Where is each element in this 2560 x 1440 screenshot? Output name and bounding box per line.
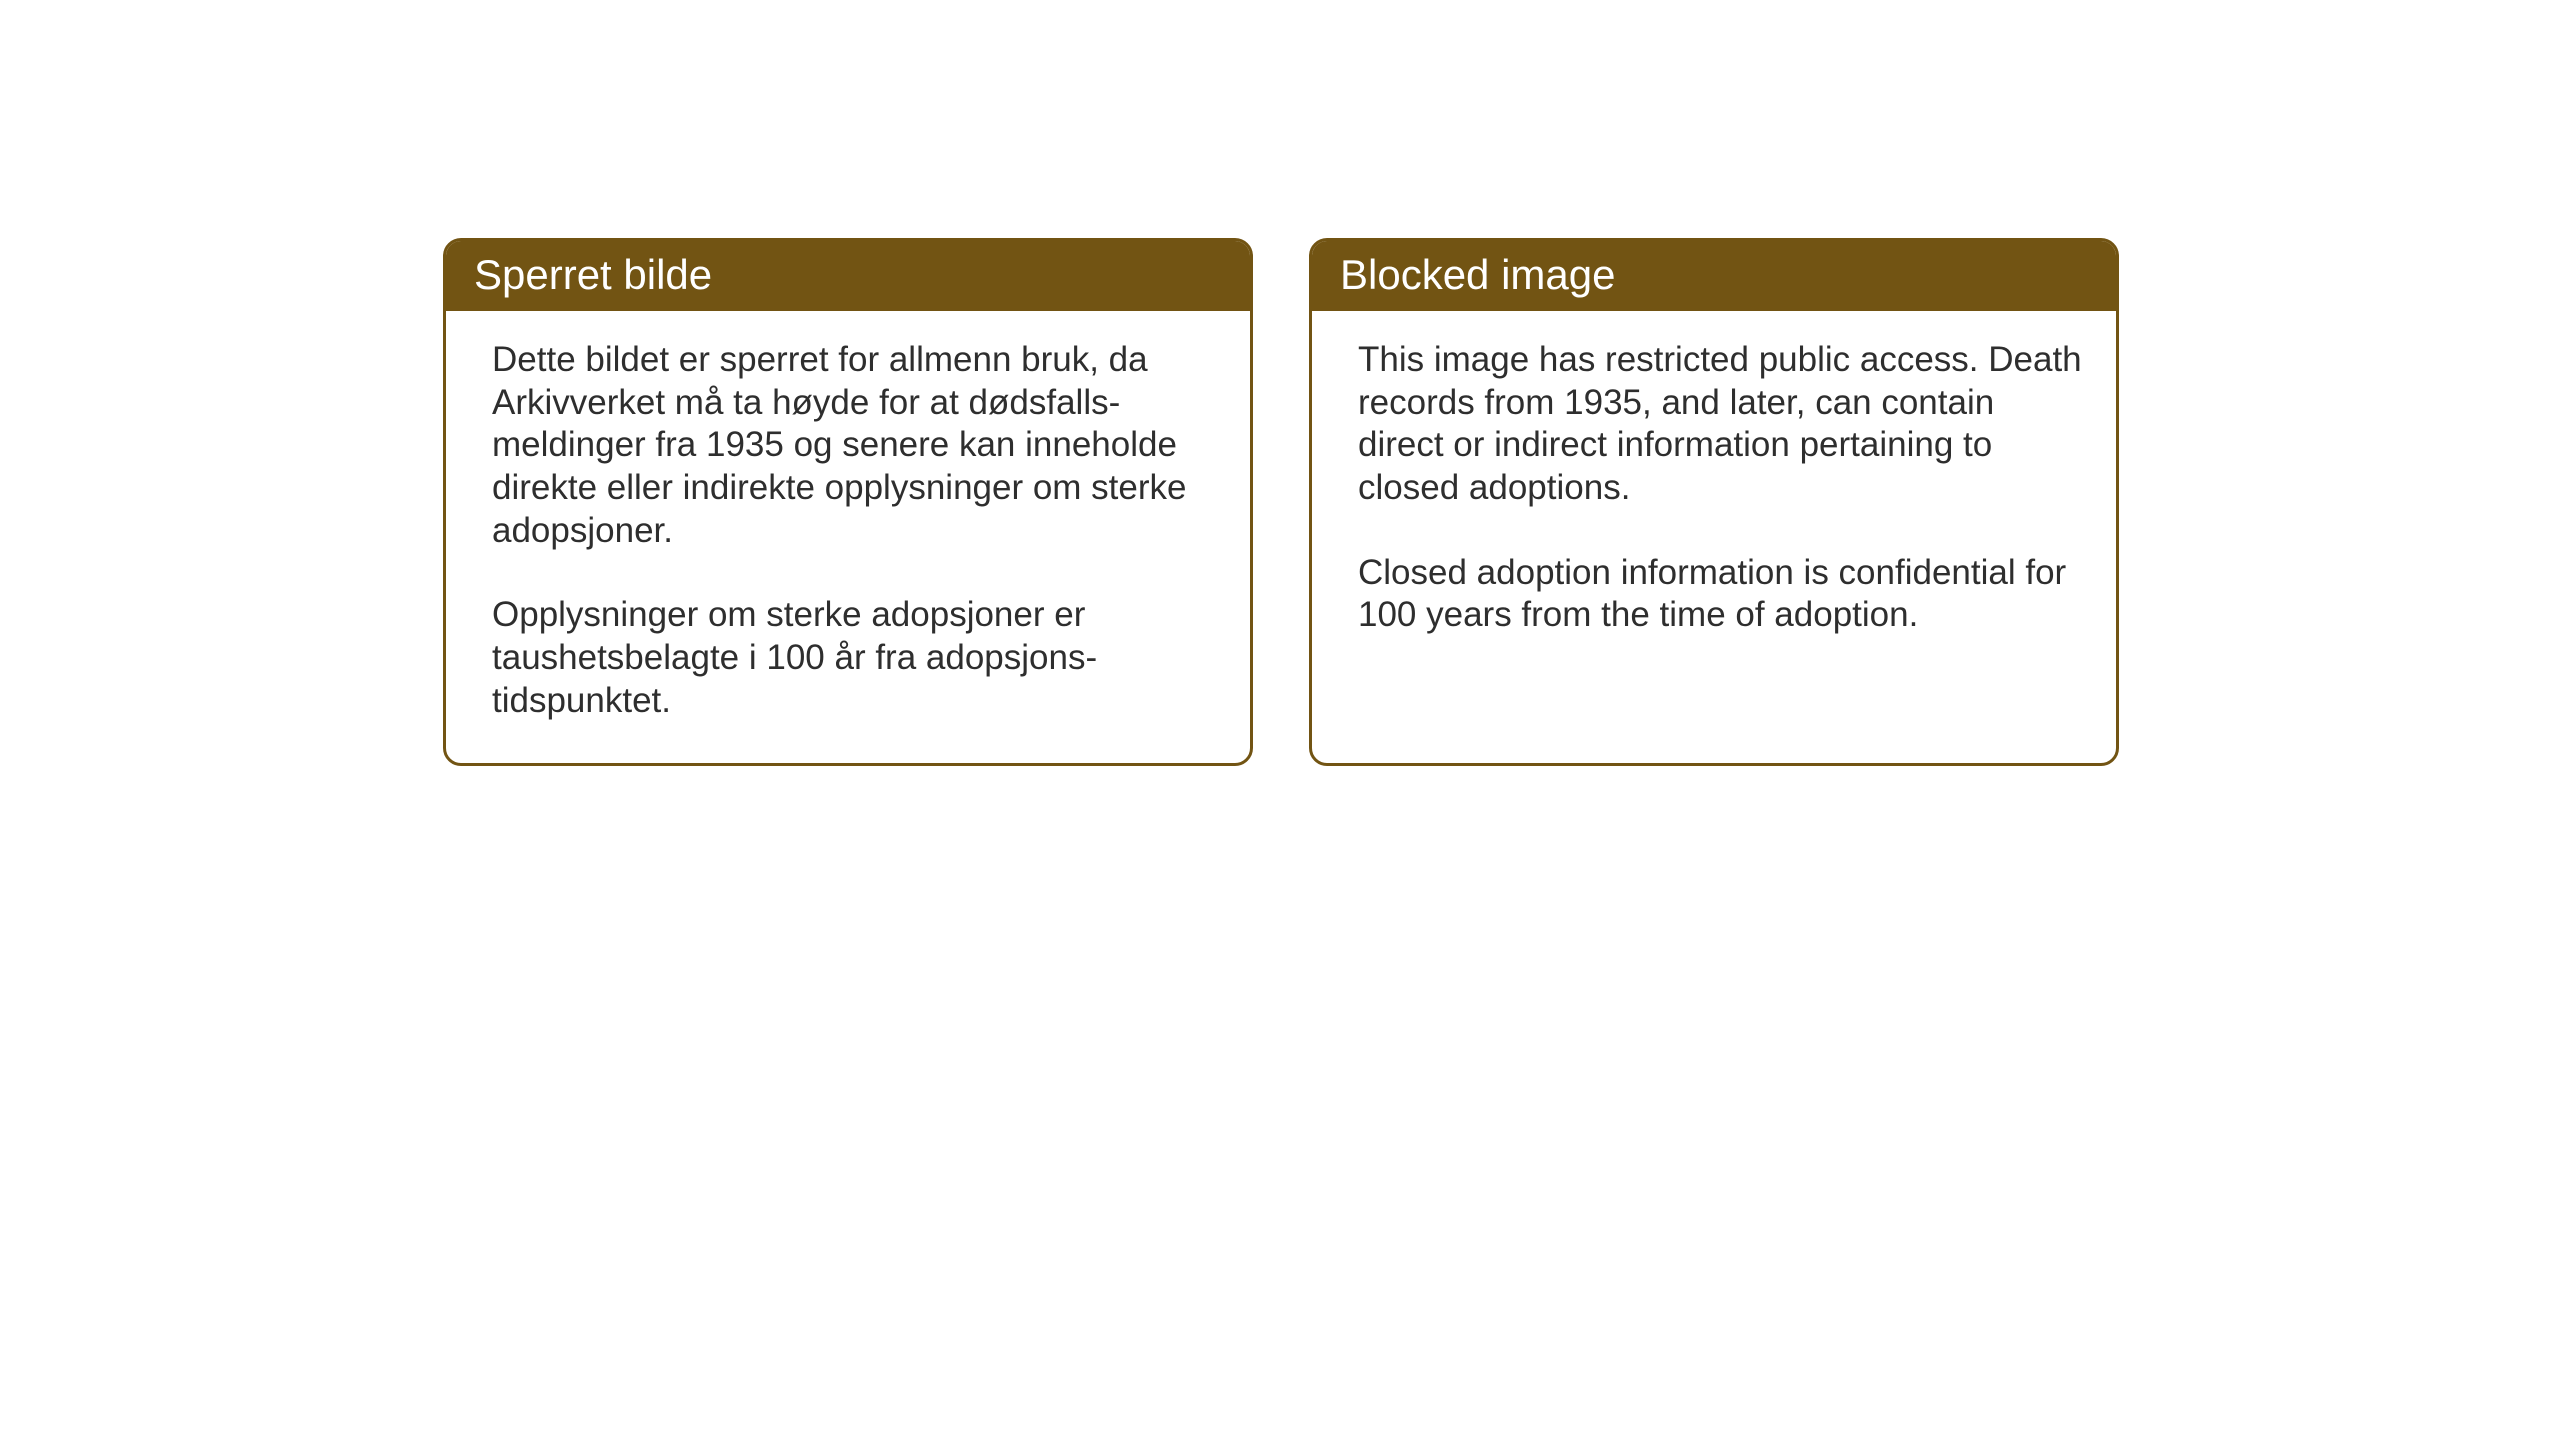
card-title-norwegian: Sperret bilde [474, 251, 712, 298]
card-paragraph-english-1: This image has restricted public access.… [1358, 339, 2088, 510]
card-body-norwegian: Dette bildet er sperret for allmenn bruk… [446, 311, 1250, 763]
card-paragraph-norwegian-1: Dette bildet er sperret for allmenn bruk… [492, 339, 1222, 552]
card-header-norwegian: Sperret bilde [446, 241, 1250, 311]
card-body-english: This image has restricted public access.… [1312, 311, 2116, 751]
card-paragraph-english-2: Closed adoption information is confident… [1358, 552, 2088, 637]
notice-card-norwegian: Sperret bilde Dette bildet er sperret fo… [443, 238, 1253, 766]
card-paragraph-norwegian-2: Opplysninger om sterke adopsjoner er tau… [492, 594, 1222, 722]
notice-container: Sperret bilde Dette bildet er sperret fo… [443, 238, 2119, 766]
notice-card-english: Blocked image This image has restricted … [1309, 238, 2119, 766]
card-header-english: Blocked image [1312, 241, 2116, 311]
card-title-english: Blocked image [1340, 251, 1615, 298]
